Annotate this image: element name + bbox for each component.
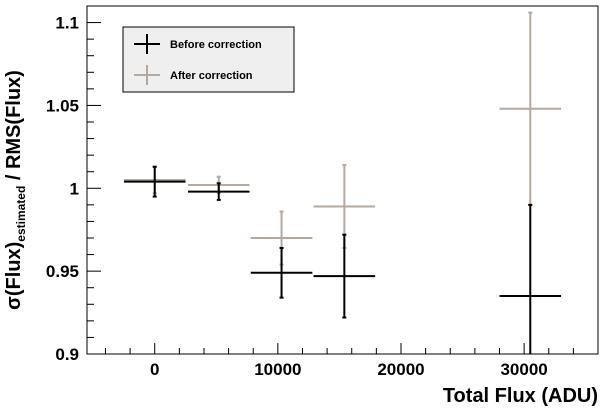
y-axis-title-subscript: estimated (14, 186, 28, 242)
y-axis-title-main: σ(Flux) (3, 242, 25, 310)
y-tick-label: 1.1 (55, 14, 79, 33)
x-tick-label: 20000 (377, 360, 424, 379)
x-tick-label: 30000 (500, 360, 547, 379)
data-point (499, 203, 562, 354)
legend: Before correction After correction (122, 26, 295, 93)
data-point (250, 246, 313, 299)
x-tick-label: 10000 (254, 360, 301, 379)
data-point (499, 11, 562, 206)
series-before-correction (123, 165, 562, 354)
y-tick-label: 1 (70, 179, 79, 198)
data-point (313, 233, 376, 319)
x-tick-label: 0 (150, 360, 159, 379)
data-point (187, 182, 250, 201)
legend-box (122, 26, 295, 93)
y-axis-title: σ(Flux)estimated / RMS(Flux) (3, 70, 28, 310)
data-series (123, 11, 562, 354)
legend-label: After correction (170, 70, 253, 82)
y-axis-title-rest: / RMS(Flux) (3, 70, 25, 186)
y-tick-label: 0.9 (55, 345, 79, 364)
legend-entry: Before correction (134, 34, 262, 54)
plot-frame (86, 5, 599, 355)
y-tick-label: 1.05 (46, 96, 79, 115)
y-tick-label: 0.95 (46, 262, 79, 281)
axis-ticks: 0 10000 20000 30000 0.9 0.95 1 1.05 1.1 (46, 5, 599, 379)
x-axis-title: Total Flux (ADU) (443, 385, 598, 407)
data-point (123, 165, 186, 198)
legend-label: Before correction (170, 39, 262, 51)
legend-entry: After correction (134, 65, 253, 85)
